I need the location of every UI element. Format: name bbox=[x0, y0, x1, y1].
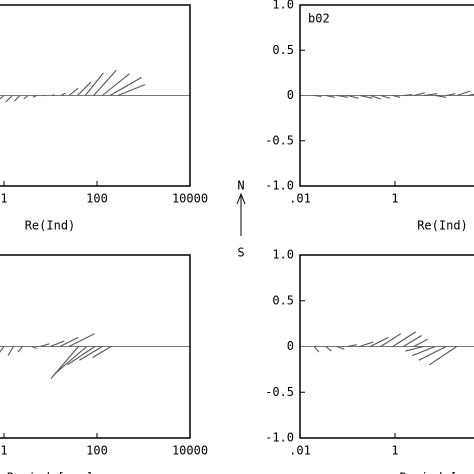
y-tick-label: 0.5 bbox=[272, 293, 294, 307]
induction-arrow bbox=[413, 92, 425, 97]
x-tick-label: 100 bbox=[86, 444, 108, 458]
induction-arrow bbox=[314, 94, 322, 97]
x-tick-label: .01 bbox=[289, 192, 311, 206]
plot-frame bbox=[0, 4, 191, 187]
x-axis-label: Period [sec] bbox=[7, 471, 94, 474]
induction-arrow bbox=[405, 345, 424, 352]
y-tick-label: -0.5 bbox=[265, 133, 294, 147]
panel-label: b02 bbox=[308, 12, 330, 26]
induction-arrow bbox=[109, 76, 142, 96]
induction-arrow bbox=[77, 81, 92, 96]
induction-arrow bbox=[325, 94, 336, 98]
compass-north: N bbox=[237, 179, 244, 193]
induction-arrow bbox=[380, 94, 390, 99]
induction-arrow bbox=[412, 345, 436, 357]
induction-arrow bbox=[23, 95, 29, 100]
induction-arrow bbox=[403, 94, 413, 97]
induction-arrow bbox=[60, 92, 67, 96]
induction-arrow bbox=[336, 345, 345, 350]
induction-arrow bbox=[359, 94, 373, 99]
x-tick-label: .01 bbox=[289, 444, 311, 458]
compass-arrowhead bbox=[236, 192, 246, 205]
x-tick-label: 1 bbox=[391, 444, 398, 458]
induction-arrow bbox=[52, 94, 55, 96]
induction-arrow bbox=[79, 346, 103, 361]
induction-arrow bbox=[380, 333, 402, 347]
induction-arrow bbox=[54, 346, 88, 375]
induction-arrow bbox=[0, 346, 5, 353]
induction-arrow bbox=[392, 94, 401, 98]
compass-south: S bbox=[237, 246, 244, 260]
x-axis-label: Re(Ind) bbox=[417, 219, 468, 233]
x-tick-label: 10000 bbox=[172, 444, 208, 458]
induction-arrow bbox=[413, 338, 428, 347]
induction-arrow bbox=[336, 94, 348, 98]
x-tick-label: 1 bbox=[0, 444, 7, 458]
induction-arrow bbox=[0, 95, 5, 100]
induction-arrow bbox=[32, 95, 37, 98]
induction-arrow bbox=[93, 69, 117, 96]
induction-arrow bbox=[101, 73, 130, 96]
induction-arrow bbox=[17, 346, 23, 353]
induction-arrow bbox=[313, 346, 320, 353]
plot-frame bbox=[299, 4, 474, 187]
x-axis-label: Re(Ind) bbox=[25, 219, 76, 233]
induction-arrow bbox=[59, 336, 79, 347]
induction-arrow bbox=[84, 72, 104, 96]
induction-arrow bbox=[347, 344, 357, 348]
y-tick-label: -1.0 bbox=[265, 179, 294, 193]
plot-frame bbox=[0, 254, 191, 439]
induction-arrow bbox=[429, 346, 458, 366]
y-tick-label: 0.5 bbox=[272, 43, 294, 57]
induction-arrow bbox=[403, 335, 422, 347]
induction-arrow bbox=[369, 94, 382, 100]
y-tick-label: 1.0 bbox=[272, 248, 294, 262]
x-tick-label: 1 bbox=[0, 192, 7, 206]
induction-arrow bbox=[117, 84, 146, 97]
induction-arrow bbox=[5, 95, 13, 103]
y-tick-label: 1.0 bbox=[272, 0, 294, 12]
induction-arrow bbox=[68, 87, 79, 96]
induction-arrow bbox=[50, 340, 65, 348]
induction-arrow bbox=[347, 94, 359, 99]
y-tick-label: 0 bbox=[287, 88, 294, 102]
induction-arrow bbox=[456, 90, 471, 97]
x-tick-label: 1 bbox=[391, 192, 398, 206]
induction-arrow bbox=[67, 346, 96, 366]
x-tick-label: 10000 bbox=[172, 192, 208, 206]
induction-arrow bbox=[7, 346, 14, 356]
x-tick-label: 100 bbox=[86, 192, 108, 206]
induction-arrow bbox=[446, 93, 456, 97]
induction-arrow bbox=[359, 341, 374, 348]
y-tick-label: -1.0 bbox=[265, 431, 294, 445]
induction-arrow bbox=[435, 94, 447, 98]
x-axis-label: Period [sec] bbox=[399, 471, 474, 474]
induction-arrow bbox=[369, 336, 389, 347]
induction-arrow bbox=[418, 346, 447, 361]
induction-arrow bbox=[40, 343, 50, 348]
induction-arrow bbox=[392, 331, 416, 347]
induction-arrow bbox=[92, 346, 112, 358]
induction-arrow bbox=[31, 345, 37, 349]
y-tick-label: -0.5 bbox=[265, 385, 294, 399]
y-tick-label: 0 bbox=[287, 339, 294, 353]
induction-arrow bbox=[68, 333, 95, 347]
induction-arrow bbox=[325, 346, 332, 352]
induction-arrow bbox=[468, 93, 474, 97]
induction-arrow bbox=[14, 95, 21, 102]
plot-frame bbox=[299, 254, 474, 439]
induction-arrow bbox=[423, 93, 438, 97]
